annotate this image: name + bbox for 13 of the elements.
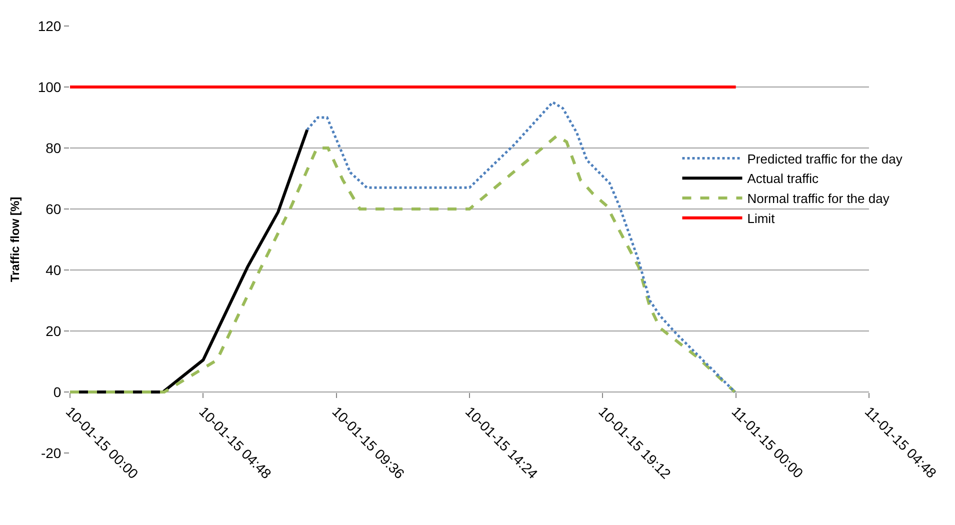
y-axis-title: Traffic flow [%] bbox=[8, 196, 22, 282]
y-tick-label: 40 bbox=[46, 262, 62, 278]
y-tick-label: 80 bbox=[46, 140, 62, 156]
legend-label: Predicted traffic for the day bbox=[747, 151, 903, 166]
y-tick-label: 0 bbox=[53, 384, 62, 400]
y-tick-label: 100 bbox=[38, 78, 62, 95]
y-tick-label: 120 bbox=[38, 18, 62, 34]
legend-label: Normal traffic for the day bbox=[747, 191, 890, 206]
y-tick-label: 20 bbox=[46, 322, 62, 339]
y-tick-label: 60 bbox=[46, 200, 62, 217]
y-tick-label: -20 bbox=[40, 444, 62, 461]
legend-label: Limit bbox=[747, 210, 776, 226]
legend-label: Actual traffic bbox=[747, 171, 820, 186]
